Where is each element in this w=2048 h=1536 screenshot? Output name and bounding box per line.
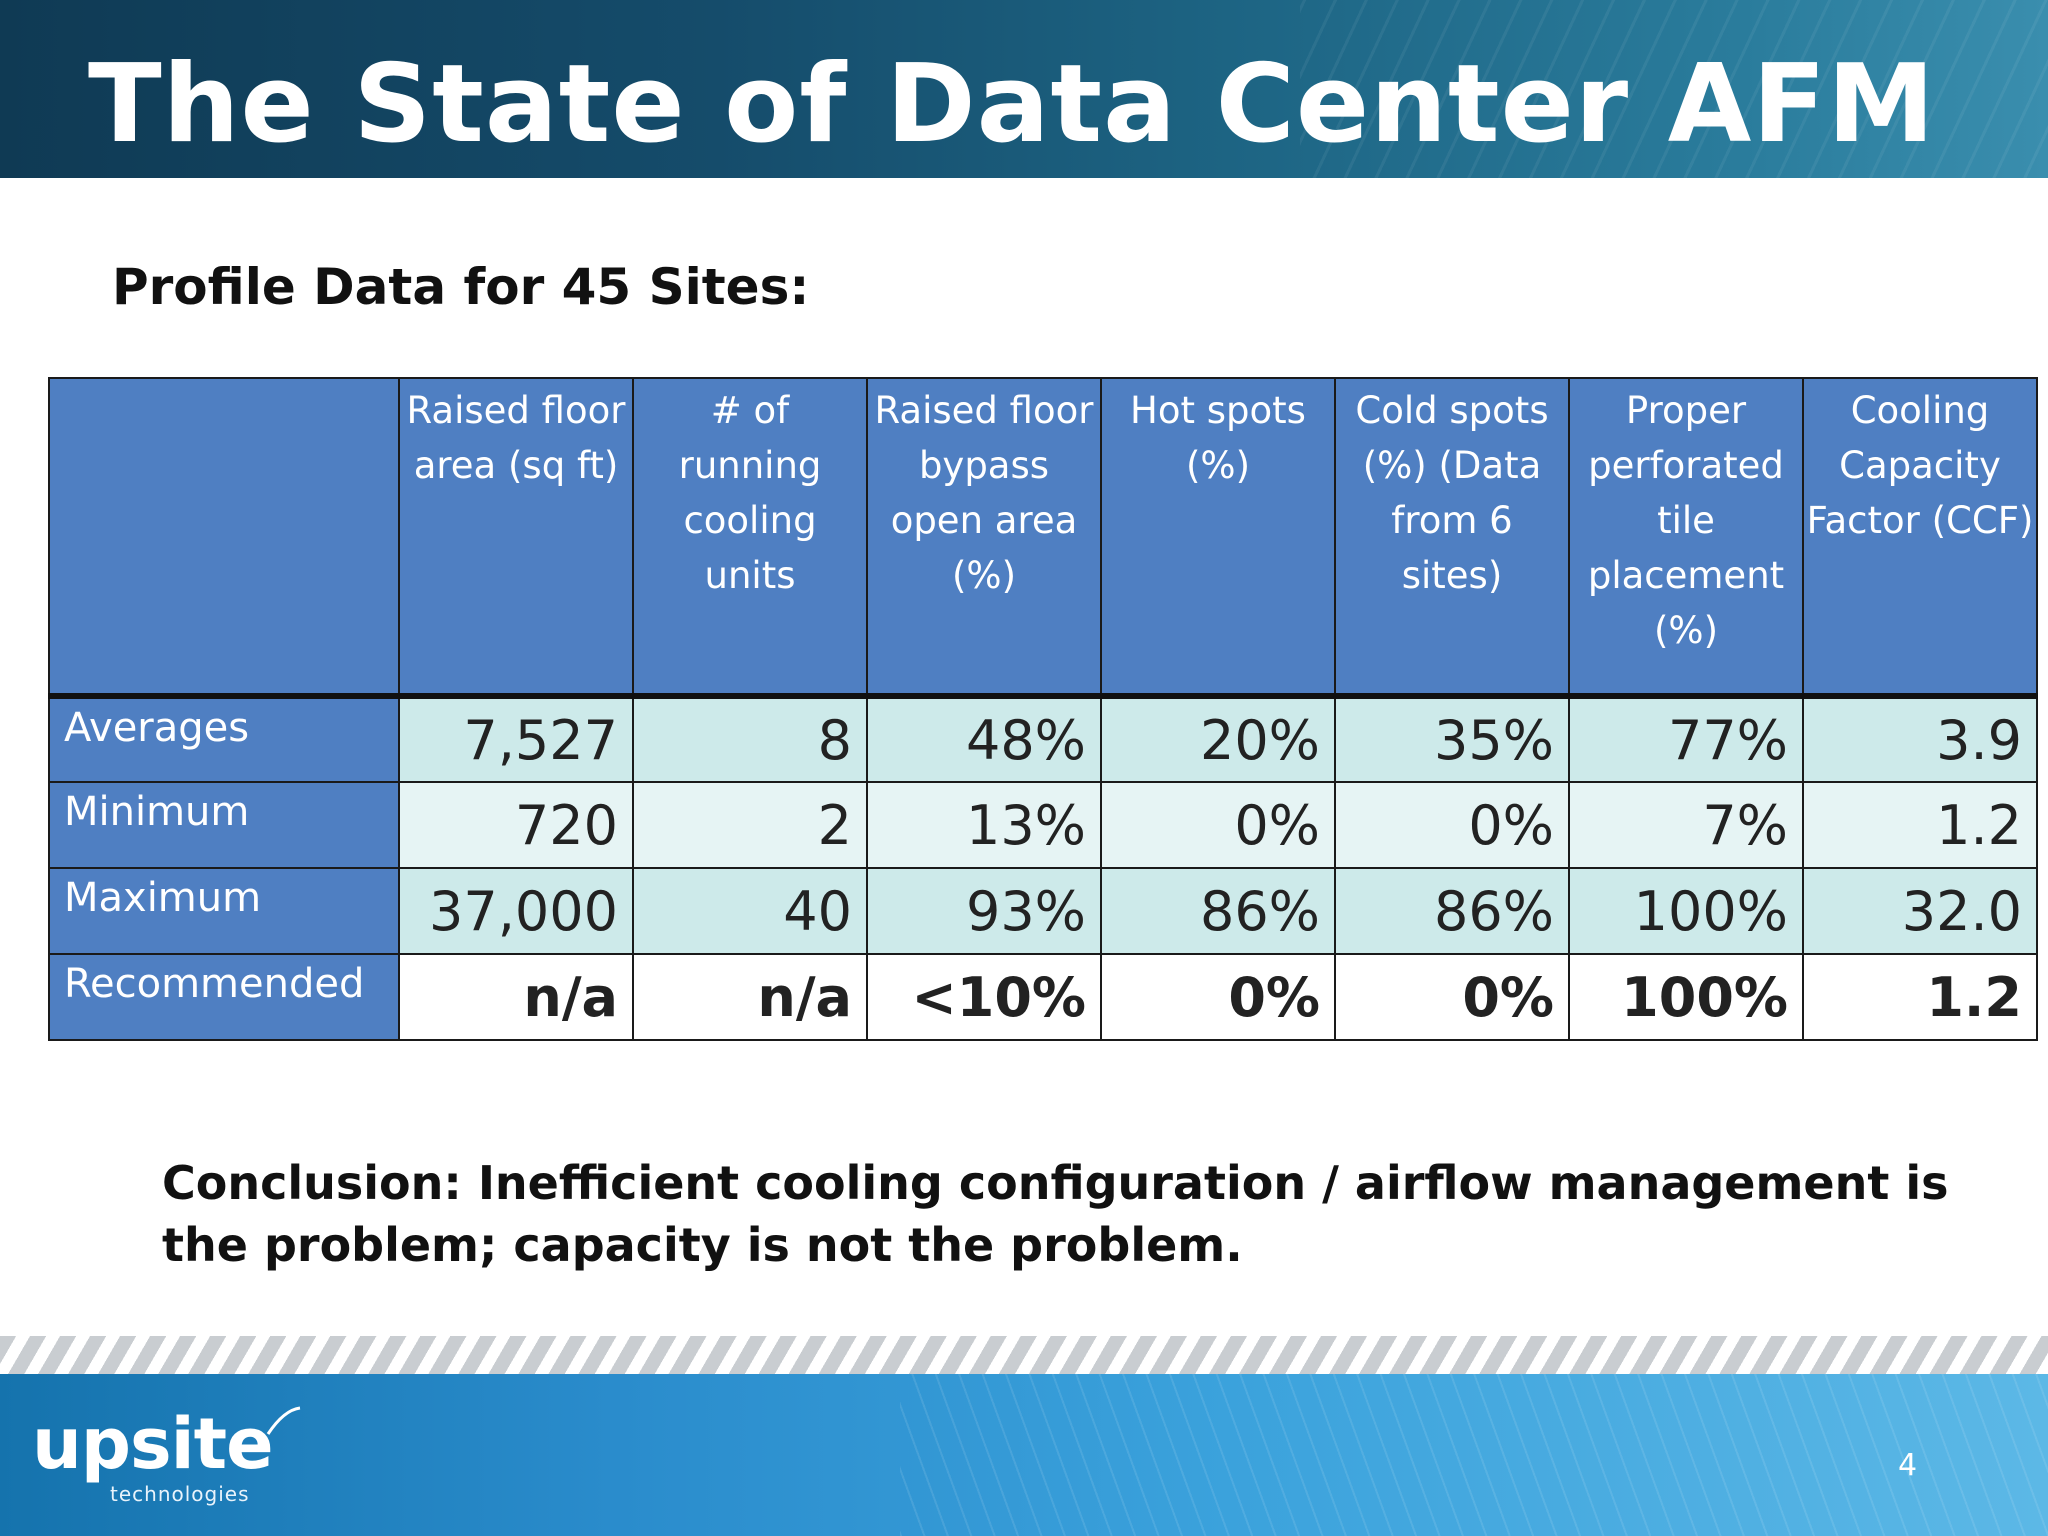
upsite-logo: upsite technologies — [32, 1403, 301, 1514]
table-cell: 37,000 — [398, 867, 634, 955]
header-hot-spots: Hot spots (%) — [1100, 377, 1336, 699]
table-cell: 40 — [632, 867, 868, 955]
header-ccf: Cooling Capacity Factor (CCF) — [1802, 377, 2038, 699]
table-cell: 32.0 — [1802, 867, 2038, 955]
header-bypass-open-area: Raised floor bypass open area (%) — [866, 377, 1102, 699]
conclusion-text: Conclusion: Inefficient cooling configur… — [162, 1152, 1962, 1276]
table-row: Recommended n/a n/a <10% 0% 0% 100% 1.2 — [48, 953, 2038, 1041]
title-banner: The State of Data Center AFM — [0, 0, 2048, 178]
logo-wordmark: upsite — [32, 1403, 274, 1485]
table-cell: 20% — [1100, 695, 1336, 783]
table-cell: 0% — [1334, 781, 1570, 869]
table-cell: 0% — [1100, 781, 1336, 869]
footer-stripe — [0, 1336, 2048, 1374]
table-cell: 1.2 — [1802, 781, 2038, 869]
table-cell: n/a — [398, 953, 634, 1041]
banner-pattern — [1300, 0, 2048, 178]
conclusion-lead: Conclusion: — [162, 1156, 462, 1210]
table-cell: 0% — [1100, 953, 1336, 1041]
conclusion-body: Inefficient cooling configuration / airf… — [162, 1156, 1949, 1272]
logo-swoosh-icon — [266, 1406, 301, 1435]
table-cell: 1.2 — [1802, 953, 2038, 1041]
row-label: Maximum — [48, 867, 400, 955]
table-cell: <10% — [866, 953, 1102, 1041]
table-cell: 720 — [398, 781, 634, 869]
table-cell: 77% — [1568, 695, 1804, 783]
table-cell: 100% — [1568, 953, 1804, 1041]
header-running-cooling-units: # of running cooling units — [632, 377, 868, 699]
slide-subtitle: Profile Data for 45 Sites: — [112, 258, 810, 316]
table-cell: 2 — [632, 781, 868, 869]
table-cell: 100% — [1568, 867, 1804, 955]
footer-pattern — [900, 1374, 2048, 1536]
header-tile-placement: Proper perforated tile placement (%) — [1568, 377, 1804, 699]
table-cell: 7% — [1568, 781, 1804, 869]
table-cell: 8 — [632, 695, 868, 783]
slide-title: The State of Data Center AFM — [88, 42, 1936, 167]
row-label: Averages — [48, 695, 400, 783]
row-label: Recommended — [48, 953, 400, 1041]
table-row: Maximum 37,000 40 93% 86% 86% 100% 32.0 — [48, 867, 2038, 955]
table-row: Minimum 720 2 13% 0% 0% 7% 1.2 — [48, 781, 2038, 869]
header-raised-floor-area: Raised floor area (sq ft) — [398, 377, 634, 699]
footer-band — [0, 1374, 2048, 1536]
logo-subtext: technologies — [110, 1482, 250, 1506]
table-cell: 35% — [1334, 695, 1570, 783]
profile-data-table: Raised floor area (sq ft) # of running c… — [48, 377, 2038, 1041]
table-cell: 13% — [866, 781, 1102, 869]
table-row: Averages 7,527 8 48% 20% 35% 77% 3.9 — [48, 695, 2038, 783]
table-header-row: Raised floor area (sq ft) # of running c… — [48, 377, 2038, 699]
table-cell: n/a — [632, 953, 868, 1041]
header-corner — [48, 377, 400, 699]
table-cell: 93% — [866, 867, 1102, 955]
page-number: 4 — [1898, 1448, 1918, 1483]
header-cold-spots: Cold spots (%) (Data from 6 sites) — [1334, 377, 1570, 699]
table-cell: 86% — [1334, 867, 1570, 955]
table-cell: 0% — [1334, 953, 1570, 1041]
table-cell: 3.9 — [1802, 695, 2038, 783]
row-label: Minimum — [48, 781, 400, 869]
table-cell: 7,527 — [398, 695, 634, 783]
table-cell: 86% — [1100, 867, 1336, 955]
table-cell: 48% — [866, 695, 1102, 783]
